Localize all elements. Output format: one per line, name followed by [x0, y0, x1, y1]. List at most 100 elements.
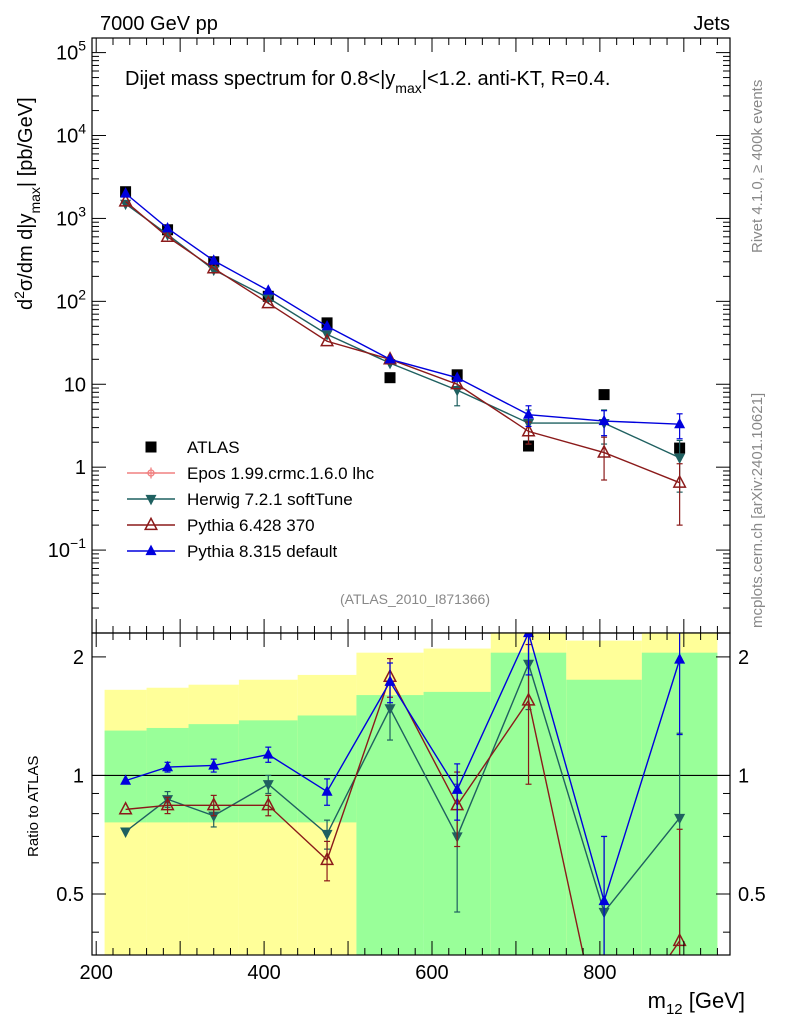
series-line	[125, 203, 680, 459]
legend-label: Pythia 6.428 370	[187, 516, 315, 535]
ratio-y-tick-label: 0.5	[56, 884, 84, 906]
data-point	[162, 221, 174, 233]
data-point	[598, 414, 610, 426]
data-point	[262, 284, 274, 295]
legend: ATLAS Epos 1.99.crmc.1.6.0 lhc Herwig 7.2.…	[127, 438, 375, 561]
data-point	[120, 187, 132, 198]
y-tick-label: 104	[56, 121, 86, 148]
x-tick-label: 800	[583, 962, 616, 984]
ratio-frame	[91, 632, 731, 956]
data-point	[321, 319, 333, 331]
series-pythia-6-428-370	[118, 193, 687, 526]
y-tick-label: 102	[56, 286, 86, 313]
legend-marker	[145, 544, 157, 556]
legend-marker	[143, 516, 159, 531]
data-point	[120, 199, 132, 211]
ratio-series-pythia-8-315-default	[120, 633, 686, 955]
ratio-point	[674, 813, 686, 825]
data-point	[451, 371, 463, 382]
ratio-point	[384, 704, 396, 715]
ratio-point	[320, 851, 335, 866]
ratio-y-tick-label-right: 1	[738, 765, 749, 787]
main-title: Dijet mass spectrum for 0.8<|ymax|<1.2. …	[125, 68, 610, 96]
ratio-point	[321, 785, 333, 796]
ratio-point	[672, 932, 687, 947]
y-tick-label: 10	[64, 374, 86, 396]
ratio-point	[262, 748, 274, 759]
x-axis-label: m12 [GeV]	[648, 988, 745, 1018]
ratio-point	[451, 783, 463, 794]
legend-item-pythia-6-428-370: Pythia 6.428 370	[127, 516, 315, 535]
data-point	[208, 254, 220, 265]
data-point	[320, 333, 335, 347]
data-point	[674, 453, 686, 465]
data-point	[597, 444, 612, 458]
ratio-point	[120, 827, 132, 838]
data-point	[521, 423, 536, 437]
ratio-point	[162, 760, 174, 772]
legend-marker	[145, 494, 157, 506]
ratio-point	[208, 811, 220, 823]
x-tick-label: 600	[415, 962, 448, 984]
ratio-y-axis-label: Ratio to ATLAS	[25, 756, 42, 857]
legend-label: Epos 1.99.crmc.1.6.0 lhc	[187, 464, 375, 483]
legend-item-herwig-7-2-1-softtune: Herwig 7.2.1 softTune	[127, 490, 353, 509]
ratio-y-tick-label-right: 2	[738, 647, 749, 669]
data-point	[674, 417, 686, 429]
header-left: 7000 GeV pp	[100, 13, 218, 35]
data-point	[261, 294, 276, 309]
ratio-point	[206, 797, 221, 811]
ratio-point	[384, 675, 396, 686]
mcplots-label: mcplots.cern.ch [arXiv:2401.10621]	[749, 393, 766, 628]
ratio-point	[521, 692, 536, 706]
ratio-plot: 0.5 0.5 1 1 2 2 200 400 600 800	[56, 632, 766, 984]
data-point	[523, 408, 535, 419]
data-point	[523, 440, 535, 452]
ratio-line	[125, 633, 681, 904]
legend-marker	[145, 441, 157, 453]
band-yellow	[104, 689, 147, 955]
data-point	[206, 260, 221, 274]
ratio-point	[118, 801, 133, 815]
data-point	[162, 230, 174, 241]
legend-label: Pythia 8.315 default	[187, 542, 338, 561]
data-point	[384, 372, 396, 384]
ratio-point	[674, 653, 686, 664]
ratio-y-tick-label: 2	[73, 647, 84, 669]
ratio-line	[125, 675, 681, 955]
legend-item-pythia-8-315-default: Pythia 8.315 default	[127, 542, 338, 561]
analysis-label: (ATLAS_2010_I871366)	[340, 591, 490, 607]
legend-marker	[145, 467, 157, 479]
ratio-y-tick-label-right: 0.5	[738, 884, 766, 906]
legend-label: Herwig 7.2.1 softTune	[187, 490, 353, 509]
ratio-line	[125, 661, 681, 914]
header-right: Jets	[693, 13, 730, 35]
ratio-point	[208, 759, 220, 770]
ratio-point	[321, 829, 333, 841]
y-tick-label: 103	[56, 203, 86, 230]
ratio-point	[261, 797, 276, 811]
ratio-point	[598, 894, 610, 906]
data-point	[672, 474, 687, 488]
ratio-point	[523, 633, 535, 638]
data-point	[598, 389, 610, 401]
rivet-label: Rivet 4.1.0, ≥ 400k events	[749, 80, 766, 253]
main-y-axis-label: d2σ/dm d|ymax| [pb/GeV]	[11, 97, 43, 310]
series-atlas	[120, 186, 686, 454]
data-point	[262, 293, 274, 305]
y-tick-label: 1	[75, 457, 86, 479]
legend-item-atlas: ATLAS	[145, 438, 240, 457]
data-point	[118, 193, 133, 207]
y-tick-label: 105	[56, 38, 86, 65]
data-point	[450, 376, 465, 390]
series-pythia-8-315-default	[120, 187, 686, 440]
y-tick-label: 10−1	[48, 535, 86, 562]
ratio-point	[120, 774, 132, 785]
band-green	[297, 715, 357, 823]
data-point	[384, 352, 396, 364]
x-tick-label: 400	[247, 962, 280, 984]
ratio-y-tick-label: 1	[73, 765, 84, 787]
ratio-point	[262, 780, 274, 791]
